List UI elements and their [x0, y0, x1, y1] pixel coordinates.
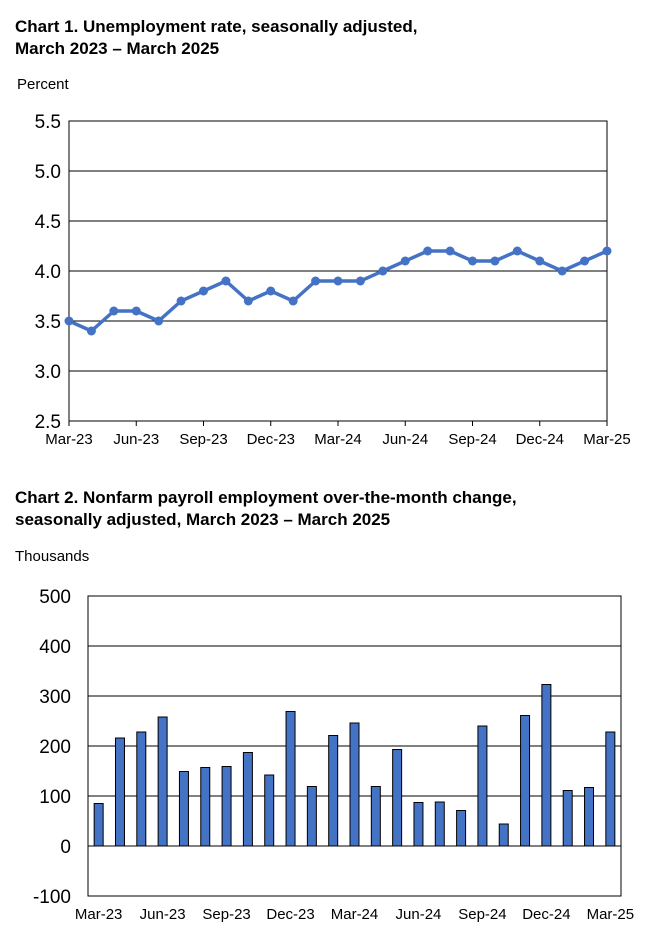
chart1-data-point	[512, 246, 522, 256]
chart1-x-tick-label: Jun-24	[382, 431, 428, 448]
chart1-data-point	[199, 286, 208, 296]
chart1-data-point	[400, 256, 410, 266]
chart2-x-tick-label: Dec-24	[522, 906, 570, 923]
chart1-x-tick-label: Sep-23	[179, 431, 227, 448]
chart2-y-tick-label: -100	[33, 887, 71, 908]
chart2-bar	[328, 735, 339, 847]
chart2-x-tick-label: Jun-23	[140, 906, 186, 923]
chart1-x-tick-label: Mar-23	[45, 431, 93, 448]
chart1-data-point	[602, 246, 612, 256]
chart1-data-point	[243, 296, 253, 306]
chart1-x-tick-label: Jun-23	[113, 431, 159, 448]
unemployment-line-chart: 2.5 3.0 3.5 4.0 4.5 5.0 5.5 Mar-23 Jun-23 Sep-23 D…	[35, 112, 631, 448]
chart2-bar	[136, 731, 147, 847]
chart1-y-tick-label: 2.5	[35, 412, 61, 433]
chart2-bar	[349, 722, 360, 847]
chart1-data-point	[288, 296, 298, 306]
chart2-y-tick-label: 0	[60, 837, 71, 858]
chart2-bar	[477, 725, 488, 847]
chart1-y-tick-label: 4.5	[35, 212, 61, 233]
chart2-bar	[541, 684, 552, 847]
chart2-bar	[242, 752, 253, 847]
chart1-x-tick-label: Dec-23	[247, 431, 295, 448]
chart1-data-point	[355, 276, 365, 286]
chart1-x-tick-label: Mar-25	[583, 431, 631, 448]
chart1-y-tick-label: 3.0	[35, 362, 61, 383]
chart1-y-tick-label: 3.5	[35, 312, 61, 333]
chart1-data-point	[445, 246, 455, 256]
chart2-x-tick-label: Mar-23	[75, 906, 123, 923]
chart1-data-point	[131, 306, 141, 316]
chart1-data-point	[109, 306, 119, 316]
chart2-title-line1: Chart 2. Nonfarm payroll employment over…	[15, 488, 517, 507]
chart1-data-point	[378, 266, 388, 276]
chart2-bar	[221, 766, 232, 847]
chart1-x-tick-label: Mar-24	[314, 431, 362, 448]
chart2-bar	[456, 810, 467, 847]
chart2-y-tick-label: 200	[39, 737, 71, 758]
chart2-y-tick-label: 400	[39, 637, 71, 658]
chart1-data-point	[266, 286, 276, 296]
chart1-data-point	[557, 266, 567, 276]
chart2-x-tick-label: Sep-23	[202, 906, 250, 923]
chart2-bar	[200, 767, 211, 847]
chart1-data-point	[580, 256, 590, 266]
chart2-title-line2: seasonally adjusted, March 2023 – March …	[15, 510, 391, 529]
chart2-x-tick-label: Sep-24	[458, 906, 506, 923]
chart1-y-tick-label: 5.0	[35, 162, 61, 183]
chart1-y-tick-label: 5.5	[35, 112, 61, 133]
chart2-x-tick-label: Dec-23	[266, 906, 314, 923]
chart2-bar	[520, 715, 531, 847]
payroll-bar-chart: -100 0 100 200 300 400 500 Mar-23 Jun-23 Sep-23 De…	[33, 587, 634, 923]
chart1-y-tick-label: 4.0	[35, 262, 61, 283]
chart1-data-point	[490, 256, 500, 266]
chart1-title-line2: March 2023 – March 2025	[15, 39, 220, 58]
chart1-data-point	[468, 256, 477, 266]
chart1-data-point	[86, 326, 96, 336]
chart1-data-point	[333, 276, 343, 286]
chart2-x-tick-label: Mar-25	[587, 906, 635, 923]
chart2-x-tick-label: Jun-24	[396, 906, 442, 923]
chart2-y-unit-label: Thousands	[15, 548, 90, 565]
chart2-title: Chart 2. Nonfarm payroll employment over…	[15, 487, 517, 531]
chart2-y-tick-label: 300	[39, 687, 71, 708]
chart2-plot-frame	[87, 595, 622, 897]
chart2-bar	[413, 802, 424, 847]
chart1-data-point	[311, 276, 321, 286]
chart1-data-point	[64, 316, 74, 326]
chart2-bar	[114, 737, 125, 847]
chart2-x-tick-label: Mar-24	[331, 906, 379, 923]
chart2-bar	[392, 749, 403, 847]
chart2-bar	[157, 716, 168, 847]
chart1-data-point	[176, 296, 186, 306]
chart2-bar	[264, 774, 275, 847]
chart1-data-point	[221, 276, 231, 286]
chart2-bar	[562, 790, 573, 847]
chart1-title-line1: Chart 1. Unemployment rate, seasonally a…	[15, 17, 418, 36]
chart2-y-tick-label: 100	[39, 787, 71, 808]
chart2-bar	[584, 787, 595, 847]
chart1-series-line	[68, 249, 608, 333]
chart2-bar	[306, 786, 317, 847]
chart2-bar	[434, 801, 445, 847]
chart2-bar	[178, 771, 189, 847]
chart2-bar	[93, 803, 104, 847]
chart1-x-tick-label: Dec-24	[516, 431, 564, 448]
chart1-data-point	[535, 256, 545, 266]
chart2-bar	[498, 823, 509, 847]
chart1-data-point	[154, 316, 164, 326]
chart1-x-tick-label: Sep-24	[448, 431, 496, 448]
chart1-data-point	[423, 246, 433, 256]
chart2-y-tick-label: 500	[39, 587, 71, 608]
chart2-bar	[370, 786, 381, 847]
chart2-bar	[285, 711, 296, 847]
chart1-title: Chart 1. Unemployment rate, seasonally a…	[15, 16, 417, 60]
chart1-y-unit-label: Percent	[17, 76, 69, 93]
chart2-bar	[605, 731, 616, 847]
